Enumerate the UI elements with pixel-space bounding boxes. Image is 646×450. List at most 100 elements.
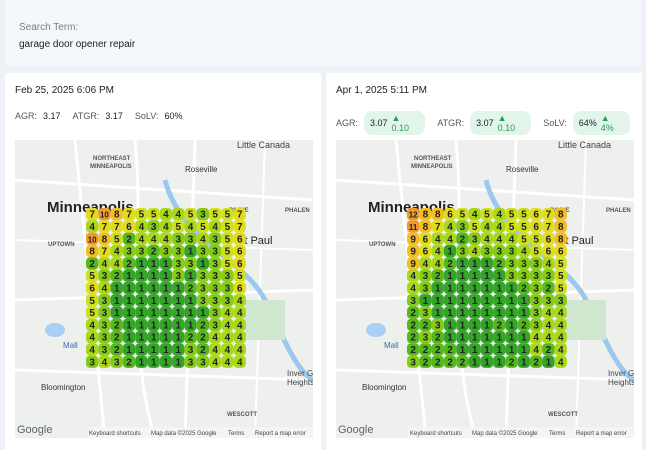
rank-value: 1 xyxy=(496,333,502,344)
rank-cell xyxy=(122,318,136,331)
rank-cell xyxy=(480,220,494,233)
rank-value: 5 xyxy=(558,259,564,270)
rank-cell xyxy=(196,355,209,368)
rank-value: 1 xyxy=(114,296,120,307)
rank-cell xyxy=(110,244,123,258)
rank-value: 6 xyxy=(237,234,243,245)
rank-cell xyxy=(456,269,469,282)
rank-cell xyxy=(407,269,420,282)
rank-cell xyxy=(431,257,444,270)
rank-cell xyxy=(122,208,136,221)
rank-cell xyxy=(493,281,506,295)
rank-value: 1 xyxy=(139,259,145,270)
map-footer-text: Terms xyxy=(228,431,244,437)
rank-value: 1 xyxy=(188,296,194,307)
rank-value: 4 xyxy=(139,222,145,233)
rank-value: 2 xyxy=(496,320,502,331)
rank-cell xyxy=(135,306,148,319)
rank-cell xyxy=(517,220,530,233)
rank-value: 4 xyxy=(89,333,95,344)
rank-cell xyxy=(221,294,234,307)
rank-cell xyxy=(431,244,444,258)
rank-value: 1 xyxy=(163,296,169,307)
rank-value: 4 xyxy=(237,320,243,331)
rank-cell xyxy=(122,220,136,233)
rank-cell xyxy=(98,281,111,295)
rank-cell xyxy=(184,281,197,295)
rank-cell xyxy=(530,232,543,245)
rank-cell xyxy=(468,281,481,295)
rank-cell xyxy=(530,355,543,368)
map-label: Roseville xyxy=(506,165,539,174)
map-label: WESCOTT xyxy=(227,412,257,418)
rank-value: 3 xyxy=(509,247,515,258)
rank-value: 5 xyxy=(188,210,194,221)
rank-cell xyxy=(554,318,567,331)
rank-value: 4 xyxy=(237,333,243,344)
rank-value: 8 xyxy=(89,247,95,258)
rank-cell xyxy=(233,306,246,319)
rank-value: 3 xyxy=(212,308,218,319)
rank-value: 7 xyxy=(114,222,120,233)
rank-cell xyxy=(172,343,185,356)
rank-value: 1 xyxy=(139,308,145,319)
rank-value: 3 xyxy=(212,247,218,258)
rank-cell xyxy=(431,269,444,282)
rank-cell xyxy=(456,244,469,258)
rank-value: 4 xyxy=(558,333,564,344)
rank-value: 1 xyxy=(139,320,145,331)
rank-value: 1 xyxy=(188,271,194,282)
rank-value: 3 xyxy=(546,271,552,282)
rank-cell xyxy=(172,220,185,233)
rank-cell xyxy=(468,343,481,356)
rank-value: 2 xyxy=(509,357,515,368)
map-label: Little Canada xyxy=(237,140,290,150)
rank-cell xyxy=(86,257,99,270)
rank-cell xyxy=(110,220,123,233)
rank-cell xyxy=(86,355,99,368)
rank-value: 4 xyxy=(175,210,181,221)
rank-value: 1 xyxy=(447,283,453,294)
rank-value: 1 xyxy=(509,333,515,344)
rank-cell xyxy=(110,355,123,368)
rank-cell xyxy=(233,343,246,356)
rank-cell xyxy=(419,257,432,270)
rank-cell xyxy=(419,269,432,282)
map-label: Inver Gro xyxy=(608,369,634,378)
rank-cell xyxy=(184,306,197,319)
rank-cell xyxy=(456,208,469,221)
rank-cell xyxy=(233,318,246,331)
rank-cell xyxy=(147,318,160,331)
rank-value: 5 xyxy=(200,222,206,233)
rank-cell xyxy=(542,331,555,344)
rank-cell xyxy=(493,232,506,245)
rank-value: 1 xyxy=(447,247,453,258)
rank-cell xyxy=(456,306,469,319)
rank-cell xyxy=(443,331,457,344)
lake xyxy=(366,323,386,337)
metric: SoLV: 60% xyxy=(135,111,183,121)
rank-value: 1 xyxy=(509,308,515,319)
rank-value: 3 xyxy=(175,234,181,245)
map-label: NORTHEAST xyxy=(93,156,131,162)
rank-cell xyxy=(221,281,234,295)
rank-cell xyxy=(184,318,197,331)
rank-value: 2 xyxy=(460,234,466,245)
rank-value: 1 xyxy=(435,308,441,319)
rank-cell xyxy=(407,208,420,221)
rank-value: 1 xyxy=(484,259,490,270)
rank-value: 1 xyxy=(484,320,490,331)
rank-cell xyxy=(86,220,99,233)
rank-value: 1 xyxy=(472,320,478,331)
rank-cell xyxy=(456,281,469,295)
rank-value: 3 xyxy=(102,345,108,356)
rank-cell xyxy=(468,232,481,245)
rank-cell xyxy=(431,232,444,245)
rank-cell xyxy=(517,244,530,258)
rank-cell xyxy=(147,331,160,344)
rank-cell xyxy=(443,269,457,282)
rank-cell xyxy=(468,306,481,319)
rank-cell xyxy=(554,208,567,221)
rank-cell xyxy=(456,318,469,331)
rank-value: 2 xyxy=(200,345,206,356)
